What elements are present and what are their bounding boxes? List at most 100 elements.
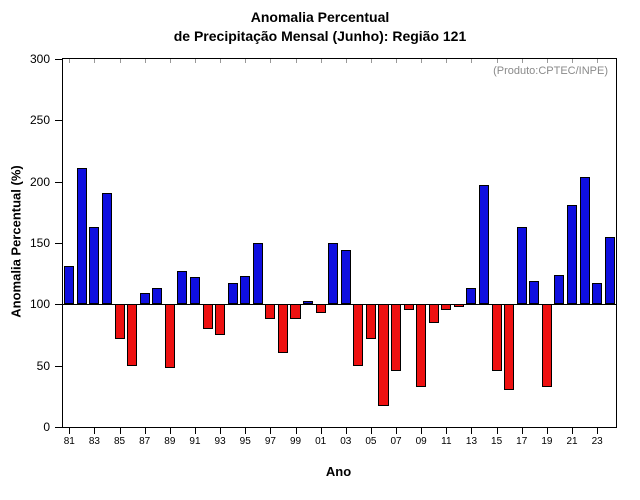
x-tick-top [220,59,222,63]
y-tick [55,427,62,428]
bar-2001 [315,304,326,313]
x-tick-label: 93 [214,436,226,447]
x-tick-label: 83 [88,436,100,447]
x-tick-label: 13 [465,436,478,447]
y-tick-label: 100 [29,297,50,312]
x-tick [396,428,398,434]
bar-1994 [227,283,238,305]
y-tick-label: 50 [36,358,50,373]
bar-1983 [89,227,100,305]
x-tick [295,428,297,434]
x-tick [144,428,146,434]
x-tick [270,428,272,434]
bar-2013 [466,288,477,305]
bar-1992 [202,304,213,329]
x-tick [94,428,96,434]
bar-2024 [604,236,615,305]
x-tick-top [446,59,448,63]
x-tick [194,428,196,434]
x-tick [119,428,121,434]
bar-1997 [265,304,276,320]
x-tick-top [597,59,599,63]
x-tick-top [345,59,347,63]
x-tick-top [144,59,146,63]
x-tick-label: 85 [113,436,126,447]
x-tick [421,428,423,434]
bar-1986 [127,304,138,366]
y-tick [55,120,62,122]
x-tick-top [270,59,272,63]
x-tick-top [572,59,573,63]
x-tick [572,428,573,434]
bar-2020 [554,274,565,305]
y-tick-label: 250 [29,113,50,128]
x-tick-label: 09 [415,436,427,447]
y-tick [55,181,62,183]
bar-2022 [579,176,590,305]
x-tick-top [194,59,196,63]
bar-2003 [340,250,351,305]
x-tick-top [245,59,247,63]
x-tick-label: 15 [491,436,503,447]
y-tick-label: 0 [43,420,50,434]
bar-2015 [491,304,502,371]
bar-2007 [391,304,402,371]
x-tick [345,428,347,434]
x-tick-top [295,59,297,63]
x-tick-label: 05 [365,436,377,447]
x-tick-top [546,59,548,63]
bar-1996 [252,243,263,305]
plot-area: (Produto:CPTEC/INPE) [62,58,617,428]
bar-1981 [64,266,75,305]
y-tick [55,243,62,244]
bar-1995 [240,276,251,305]
x-tick-top [370,59,372,63]
x-tick-top [320,59,322,63]
x-tick-label: 95 [239,436,251,447]
x-tick-top [94,59,96,63]
x-tick-label: 89 [164,436,176,447]
bar-1984 [101,192,112,305]
y-tick-label: 150 [29,236,50,250]
x-tick [446,428,448,434]
chart-title-line1: Anomalia Percentual [250,9,390,25]
x-tick-top [421,59,423,63]
x-tick-top [471,59,473,63]
x-tick [320,428,322,434]
x-tick-top [69,59,71,63]
x-tick [370,428,372,434]
x-tick-label: 87 [139,436,151,447]
x-tick-top [119,59,121,63]
bar-2010 [428,304,439,323]
x-axis-label: Ano [325,464,352,479]
bar-1988 [152,288,163,305]
x-tick [245,428,247,434]
bar-1985 [114,304,125,339]
bar-1993 [215,304,226,335]
chart-title: Anomalia Percentual de Precipitação Mens… [0,8,640,46]
x-tick-label: 21 [566,436,578,447]
bar-2017 [516,227,527,305]
x-tick [220,428,222,434]
source-annotation: (Produto:CPTEC/INPE) [493,65,608,77]
bar-1999 [290,304,301,320]
x-tick-label: 99 [289,436,302,447]
bar-2023 [592,283,603,305]
x-tick-label: 11 [441,436,452,447]
x-tick-label: 17 [516,436,528,447]
baseline-100 [63,304,616,306]
x-tick [69,428,71,434]
x-tick-label: 19 [541,436,553,447]
y-tick [55,304,62,306]
y-tick [55,59,62,60]
bar-2019 [541,304,552,387]
x-tick [546,428,548,434]
x-tick-top [169,59,171,63]
bar-1990 [177,271,188,305]
bar-2006 [378,304,389,407]
x-tick-label: 01 [315,436,327,447]
x-tick-label: 07 [390,436,402,447]
x-tick-top [396,59,398,63]
x-tick [597,428,599,434]
y-tick-label: 300 [29,52,50,66]
